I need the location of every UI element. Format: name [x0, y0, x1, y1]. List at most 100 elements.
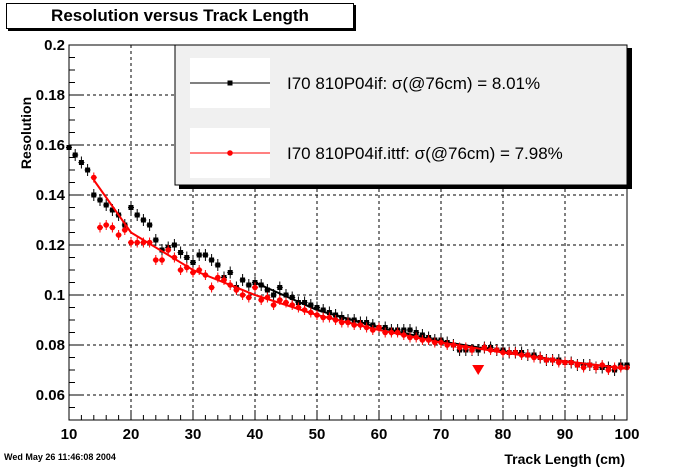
data-point: [401, 332, 407, 338]
data-point: [494, 347, 500, 353]
data-point: [308, 302, 314, 308]
data-point: [388, 329, 395, 336]
data-point: [487, 347, 494, 353]
x-tick-label: 80: [495, 426, 512, 443]
data-point: [184, 255, 190, 260]
data-point: [475, 347, 481, 353]
data-point: [289, 302, 296, 308]
data-point: [444, 342, 451, 348]
data-point: [271, 292, 277, 298]
data-point: [177, 267, 184, 273]
data-point: [140, 239, 147, 246]
data-point: [109, 224, 116, 231]
data-point: [252, 284, 258, 291]
data-point: [450, 342, 457, 348]
legend-label: I70 810P04if: σ(@76cm) = 8.01%: [287, 74, 540, 93]
data-point: [618, 364, 624, 371]
data-point: [432, 339, 438, 346]
data-point: [97, 197, 103, 203]
data-point: [438, 339, 444, 346]
data-point: [159, 257, 165, 263]
data-point: [370, 327, 376, 333]
data-point: [134, 212, 140, 218]
x-tick-label: 50: [309, 426, 326, 443]
data-point: [301, 307, 308, 313]
data-point: [543, 357, 550, 363]
data-point: [72, 152, 78, 158]
data-point: [85, 167, 91, 173]
data-point: [518, 352, 525, 358]
data-point: [382, 329, 389, 336]
y-tick-label: 0.16: [36, 137, 65, 154]
data-point: [611, 364, 618, 371]
y-tick-label: 0.14: [36, 187, 66, 204]
data-point: [339, 319, 345, 326]
x-tick-label: 10: [61, 426, 78, 443]
data-point: [425, 337, 432, 343]
data-point: [593, 364, 599, 371]
data-point: [283, 292, 289, 298]
data-point: [246, 282, 252, 288]
chart-title-box: Resolution versus Track Length: [6, 3, 354, 29]
data-point: [320, 307, 326, 313]
axes: 10 20 30 40 50 60 70 80 90 100 0.06 0.08 0.1 0.12 0.14…: [36, 37, 640, 443]
y-tick-label: 0.08: [36, 337, 65, 354]
data-point: [500, 349, 506, 356]
data-point: [314, 305, 320, 310]
data-point: [196, 252, 202, 258]
data-point: [103, 222, 109, 228]
data-point: [506, 349, 512, 356]
data-point: [202, 252, 208, 258]
chart-title: Resolution versus Track Length: [51, 6, 309, 25]
data-point: [562, 359, 568, 366]
data-point: [363, 324, 370, 331]
data-point: [134, 239, 140, 246]
data-point: [246, 294, 252, 301]
data-point: [568, 359, 574, 366]
data-point: [221, 277, 227, 283]
data-point: [270, 302, 277, 308]
data-point: [91, 192, 97, 198]
data-point: [469, 347, 475, 353]
data-point: [407, 327, 413, 333]
data-point: [599, 362, 605, 368]
data-point: [209, 257, 215, 263]
x-tick-label: 60: [371, 426, 388, 443]
data-point: [115, 232, 122, 238]
data-point: [153, 237, 159, 243]
data-point: [314, 312, 320, 318]
x-tick-label: 30: [185, 426, 202, 443]
x-tick-label: 100: [614, 426, 639, 443]
data-point: [103, 202, 109, 208]
data-point: [277, 285, 283, 290]
data-point: [320, 314, 327, 321]
data-point: [147, 222, 153, 228]
data-point: [574, 362, 581, 368]
x-axis-label: Track Length (cm): [504, 451, 625, 467]
y-tick-label: 0.1: [44, 287, 65, 304]
data-series: [66, 141, 630, 376]
data-point: [215, 262, 221, 268]
data-point: [240, 277, 246, 283]
data-point: [537, 354, 543, 361]
data-point: [308, 309, 314, 316]
data-point: [351, 322, 358, 328]
data-point: [190, 269, 196, 276]
y-tick-label: 0.12: [36, 237, 65, 254]
data-point: [97, 224, 103, 231]
data-point: [146, 239, 153, 246]
data-point: [227, 270, 233, 275]
data-point: [277, 297, 283, 303]
data-point: [345, 319, 351, 326]
x-tick-label: 90: [557, 426, 574, 443]
data-point: [587, 362, 593, 368]
data-point: [549, 357, 556, 363]
data-point: [332, 317, 339, 323]
data-point: [128, 239, 134, 246]
data-point: [264, 287, 270, 293]
legend-marker: [227, 150, 233, 156]
data-point: [580, 364, 587, 371]
data-point: [208, 284, 215, 291]
data-point: [376, 324, 382, 331]
